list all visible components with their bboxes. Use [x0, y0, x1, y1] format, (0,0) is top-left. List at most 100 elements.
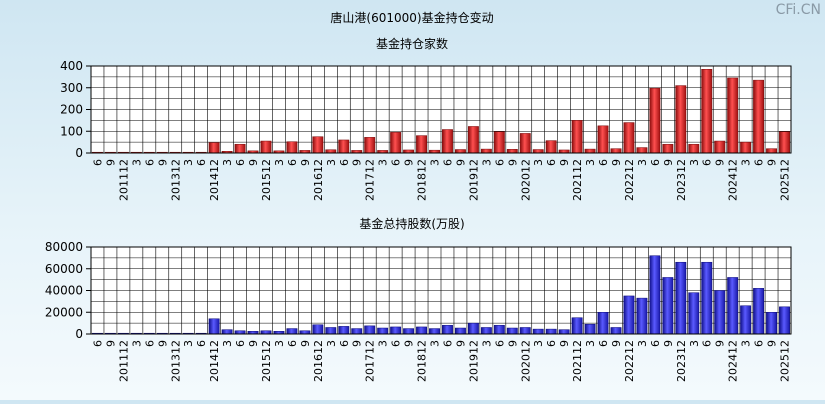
bar [727, 277, 739, 335]
x-tick-label: 9 [610, 340, 623, 347]
x-tick-label: 201912 [467, 159, 480, 201]
bar [442, 325, 453, 335]
x-tick-label: 202112 [571, 340, 584, 382]
x-tick-label: 6 [701, 340, 714, 347]
bar [286, 328, 298, 335]
x-tick-label: 9 [558, 159, 571, 166]
x-tick-label: 202312 [675, 159, 688, 201]
bar [519, 327, 531, 335]
x-tick-label: 6 [649, 340, 662, 347]
bar [455, 327, 466, 335]
x-tick-label: 9 [403, 340, 416, 347]
x-tick-label: 201512 [260, 340, 273, 382]
bar [571, 317, 583, 335]
x-tick-label: 9 [766, 340, 779, 347]
x-tick-label: 9 [662, 340, 675, 347]
x-tick-label: 202112 [571, 159, 584, 201]
bar [467, 322, 479, 335]
x-tick-label: 6 [338, 340, 351, 347]
x-tick-label: 3 [273, 340, 286, 347]
x-tick-label: 202412 [727, 159, 740, 201]
x-tick-label: 201412 [208, 340, 221, 382]
x-tick-label: 6 [493, 340, 506, 347]
bar [558, 329, 570, 335]
bar [701, 69, 713, 154]
x-tick-label: 201912 [467, 340, 480, 382]
page-title: 唐山港(601000)基金持仓变动 [330, 10, 493, 25]
bar [740, 141, 752, 154]
x-tick-label: 6 [545, 340, 558, 347]
x-tick-label: 3 [325, 340, 338, 347]
bar [480, 327, 492, 335]
bar [610, 327, 622, 335]
x-tick-label: 9 [156, 340, 169, 347]
bar [312, 324, 324, 335]
x-tick-label: 3 [130, 340, 143, 347]
x-tick-label: 3 [532, 159, 545, 166]
x-tick-label: 3 [377, 159, 390, 166]
x-tick-label: 9 [610, 159, 623, 166]
x-tick-label: 201612 [312, 159, 325, 201]
bar [364, 325, 376, 335]
x-tick-label: 3 [221, 340, 234, 347]
x-tick-label: 9 [351, 340, 364, 347]
bar [662, 277, 674, 335]
watermark: CFi.CN [775, 2, 821, 18]
bar [597, 312, 609, 335]
x-tick-label: 201812 [416, 159, 429, 201]
bar [493, 131, 505, 154]
x-tick-label: 3 [584, 340, 597, 347]
x-tick-label: 9 [156, 159, 169, 166]
bar [455, 149, 466, 154]
x-tick-label: 9 [506, 159, 519, 166]
bar [325, 327, 337, 335]
x-tick-label: 3 [182, 159, 195, 166]
bar [403, 328, 415, 335]
bar [623, 122, 635, 154]
bar [753, 79, 765, 154]
bar [416, 326, 427, 335]
x-tick-label: 202512 [779, 340, 792, 382]
x-tick-label: 202512 [779, 159, 792, 201]
bar [351, 328, 363, 335]
x-tick-label: 9 [403, 159, 416, 166]
x-tick-label: 201812 [416, 340, 429, 382]
bar [493, 325, 505, 335]
bar [766, 148, 777, 154]
bar [545, 328, 557, 335]
bar [714, 290, 726, 335]
bar [377, 327, 389, 335]
x-tick-label: 9 [351, 159, 364, 166]
x-tick-label: 3 [377, 340, 390, 347]
bar [753, 288, 765, 335]
y-tick-label: 40000 [45, 284, 83, 298]
x-tick-label: 202212 [623, 340, 636, 382]
bar [286, 141, 298, 154]
y-tick-label: 80000 [45, 240, 83, 254]
chart-title: 基金总持股数(万股) [359, 216, 464, 231]
bar [662, 144, 674, 154]
x-tick-label: 3 [480, 340, 493, 347]
x-tick-label: 6 [597, 340, 610, 347]
y-tick-label: 300 [60, 81, 83, 95]
x-tick-label: 201512 [260, 159, 273, 201]
bar [714, 140, 726, 154]
x-tick-label: 6 [441, 159, 454, 166]
y-tick-label: 60000 [45, 262, 83, 276]
bar [260, 140, 272, 154]
bar [338, 326, 350, 335]
x-tick-label: 201112 [117, 159, 130, 201]
bar [779, 306, 790, 335]
bar [584, 323, 596, 335]
x-tick-label: 3 [130, 159, 143, 166]
x-tick-label: 9 [454, 340, 467, 347]
x-tick-label: 3 [740, 340, 753, 347]
x-tick-label: 9 [714, 159, 727, 166]
bar [610, 148, 622, 154]
x-tick-label: 201712 [364, 159, 377, 201]
bar [701, 261, 713, 335]
bar [766, 312, 777, 335]
